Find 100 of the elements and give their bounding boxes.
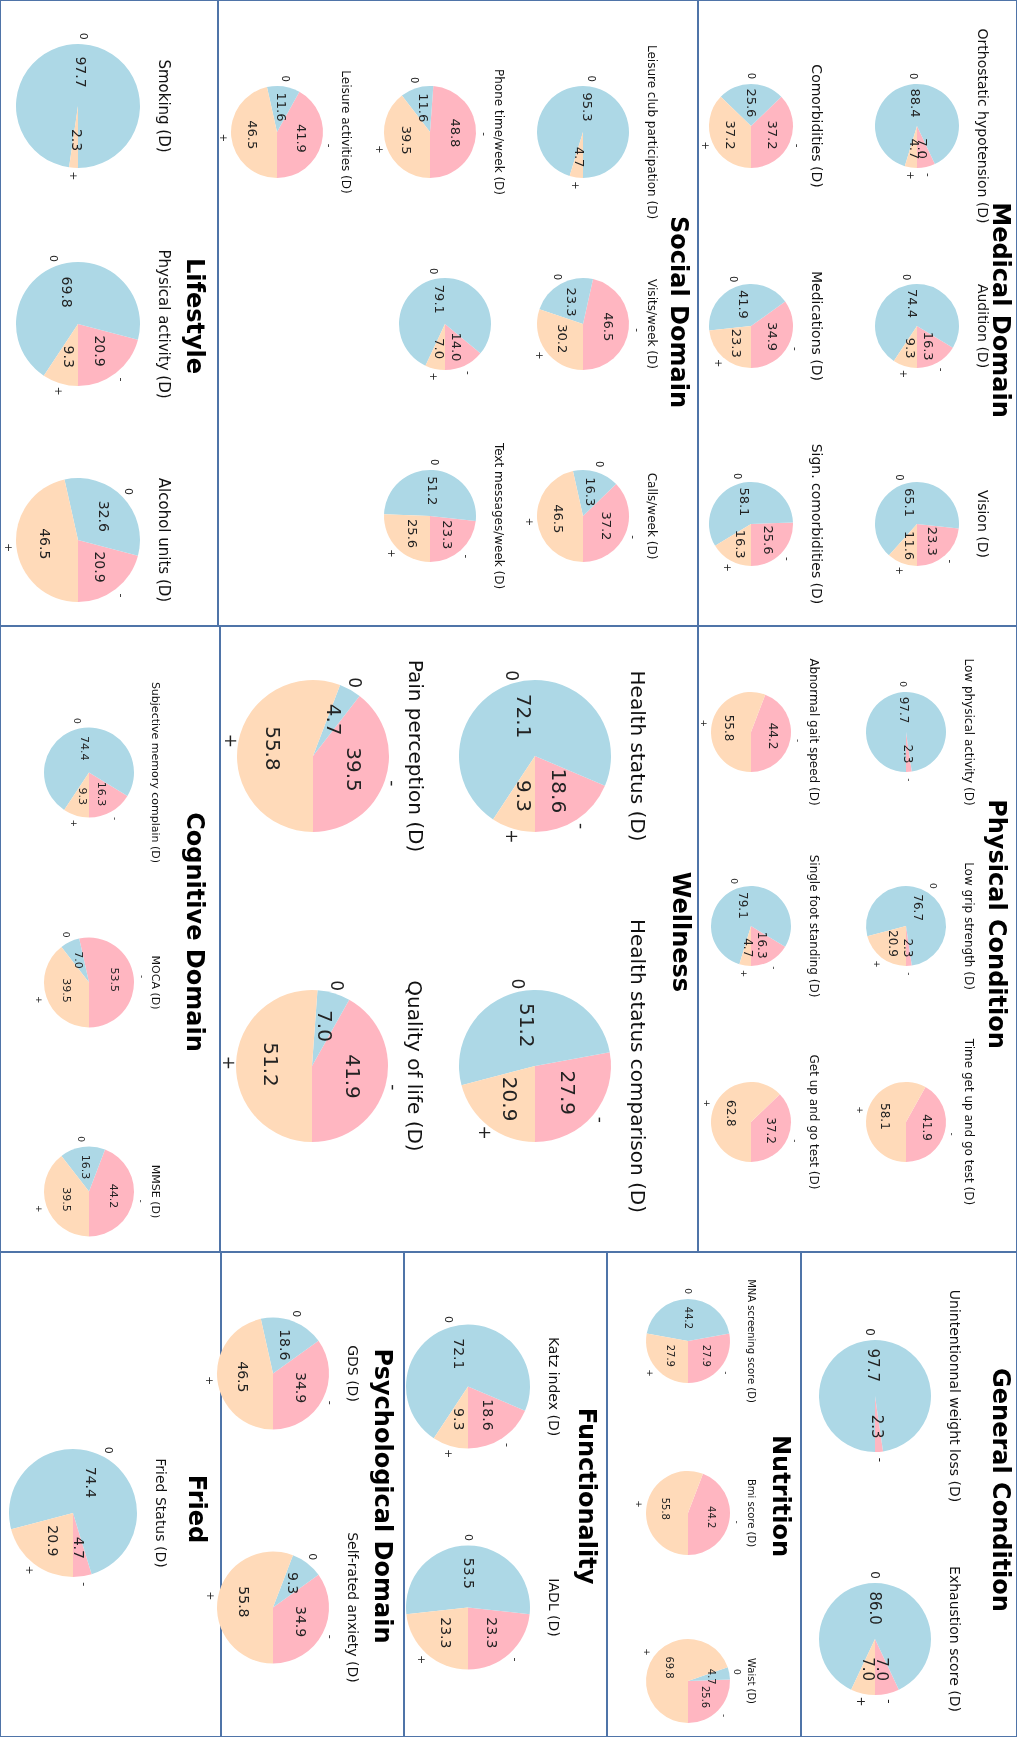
data-label: 46.5: [235, 1360, 252, 1392]
data-label: 4.7: [71, 1536, 88, 1559]
data-label: 44.2: [683, 1306, 694, 1330]
data-label: 95.3: [579, 92, 595, 122]
pie-slice: [751, 1094, 791, 1162]
data-label: 55.8: [660, 1497, 672, 1520]
pie-slice: [468, 1386, 526, 1448]
slice-label: -: [383, 780, 404, 787]
text: Lifestyle: [181, 257, 209, 375]
pie-slice: [646, 1639, 728, 1723]
text: Vision (D): [975, 490, 991, 558]
data-label: 37.2: [722, 120, 738, 150]
data-label: 72.1: [511, 693, 536, 739]
slice-label: +: [897, 369, 909, 379]
data-label: 74.4: [77, 735, 91, 761]
data-label: 55.8: [260, 726, 285, 771]
slice-label: +: [428, 372, 440, 381]
data-label: 16.3: [79, 1154, 93, 1179]
slice-label: -: [721, 1371, 732, 1375]
pie-slice: [433, 1386, 468, 1448]
slice-label: 0: [289, 1309, 303, 1317]
pie-slice: [277, 91, 323, 178]
slice-label: -: [508, 1657, 522, 1662]
slice-label: 0: [728, 276, 740, 283]
data-label: 69.8: [58, 276, 75, 308]
pie-slice: [313, 695, 389, 832]
slice-label: +: [534, 351, 546, 360]
pie-slice: [44, 946, 89, 1027]
data-label: 23.3: [438, 1616, 455, 1648]
data-label: 39.5: [59, 977, 73, 1003]
pie-slice: [399, 278, 491, 366]
pie-slice: [406, 1545, 530, 1614]
data-label: 25.6: [744, 88, 759, 118]
text: MNA screening score (D): [746, 1279, 757, 1403]
slice-label: -: [792, 143, 804, 148]
data-label: 79.1: [736, 892, 751, 919]
data-label: 88.4: [908, 88, 924, 118]
slice-label: +: [854, 1106, 865, 1114]
pie-slice: [43, 324, 78, 386]
slice-label: +: [904, 171, 916, 180]
data-label: 20.9: [498, 1076, 523, 1122]
slice-label: +: [203, 1375, 217, 1385]
pie-slice: [535, 1052, 611, 1142]
data-label: 25.6: [760, 525, 776, 555]
text: Subjective memory complain (D): [149, 681, 162, 863]
data-label: 51.2: [514, 1002, 539, 1048]
slice-label: 0: [897, 681, 908, 688]
data-label: 58.1: [737, 487, 753, 517]
slice-label: -: [478, 132, 490, 137]
data-label: 4.7: [572, 146, 588, 168]
text: Abnormal gait speed (D): [807, 658, 821, 806]
pie-slice: [459, 680, 611, 820]
data-label: 62.8: [723, 1100, 738, 1127]
data-label: 46.5: [550, 504, 566, 534]
text: Alcohol units (D): [155, 477, 173, 603]
slice-label: 0: [507, 978, 528, 990]
slice-label: +: [373, 145, 385, 154]
slice-label: +: [204, 1590, 218, 1601]
slice-label: 0: [428, 268, 440, 275]
data-label: 25.6: [699, 1685, 711, 1709]
slice-label: +: [701, 1099, 712, 1107]
text: Smoking (D): [155, 59, 173, 153]
slice-label: +: [894, 566, 906, 575]
slice-label: -: [732, 1520, 743, 1524]
slice-label: -: [590, 1116, 611, 1123]
pie-slice: [217, 1318, 273, 1429]
pie-slice: [711, 1082, 780, 1162]
slice-label: 0: [908, 72, 920, 80]
pie-slice: [875, 284, 959, 362]
slice-label: +: [218, 133, 230, 143]
text: Quality of life (D): [403, 980, 428, 1152]
data-label: 23.3: [439, 520, 455, 550]
data-label: 48.8: [448, 118, 464, 148]
data-label: 16.3: [95, 781, 109, 806]
slice-label: -: [136, 1198, 147, 1203]
text: Physical activity (D): [155, 249, 173, 399]
slice-label: +: [698, 719, 709, 728]
data-label: 27.9: [556, 1070, 581, 1116]
slice-label: 0: [47, 255, 61, 263]
slice-label: -: [631, 328, 643, 333]
data-label: 7.0: [72, 950, 86, 969]
data-label: 74.4: [83, 1466, 100, 1498]
data-label: 9.3: [903, 337, 919, 359]
pie-slice: [866, 692, 946, 772]
data-label: 18.6: [276, 1328, 293, 1360]
data-label: 9.3: [75, 786, 89, 805]
pie-slice: [237, 680, 341, 832]
pie-slice: [461, 1066, 535, 1142]
data-label: 51.2: [259, 1042, 284, 1087]
pie-slice: [539, 278, 594, 324]
data-label: 2.3: [900, 938, 915, 958]
data-label: 44.2: [705, 1506, 717, 1529]
pie-slice: [646, 1333, 688, 1383]
data-label: 72.1: [451, 1337, 468, 1369]
text: General Condition: [987, 1368, 1015, 1612]
pie-slice: [430, 86, 476, 178]
pie-slice: [751, 301, 793, 368]
pie-slice: [78, 324, 138, 386]
slice-label: 0: [327, 980, 348, 991]
data-label: 79.1: [432, 284, 448, 314]
